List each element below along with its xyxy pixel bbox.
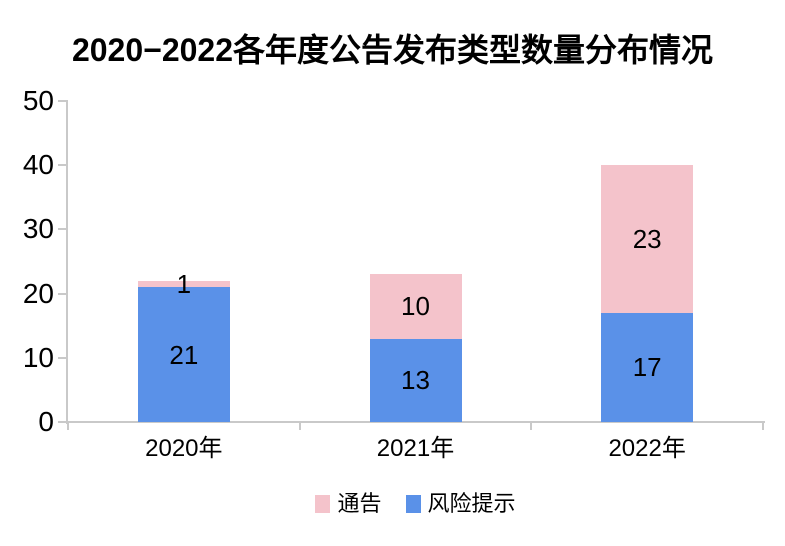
x-tick [762,422,764,430]
bar-value-label: 13 [401,365,430,396]
bar-value-label: 10 [401,291,430,322]
legend-item: 风险提示 [405,491,516,516]
y-tick [58,356,66,359]
x-category-label: 2022年 [608,435,686,462]
legend-label: 风险提示 [427,491,516,516]
x-category-label: 2021年 [376,435,455,462]
y-tick-label: 10 [22,341,54,373]
bar-segment: 23 [601,165,694,313]
bar-value-label: 23 [632,224,662,255]
x-tick [67,422,69,430]
y-tick [58,100,66,102]
bar-value-label: 17 [632,352,662,383]
y-tick-label: 20 [22,277,54,309]
bar-segment: 1 [137,271,230,297]
y-tick [58,421,66,423]
y-tick-label: 30 [22,213,54,245]
legend: 通告 风险提示 [68,488,763,520]
y-axis-line [66,100,68,424]
bar-segment: 17 [601,312,694,422]
x-tick [298,422,301,430]
bar-value-label: 21 [169,339,199,370]
legend-item: 通告 [315,491,382,516]
y-tick [58,164,66,167]
y-tick [58,292,66,295]
bar-segment: 13 [369,338,462,422]
x-axis-line [66,421,765,423]
chart-title: 2020−2022各年度公告发布类型数量分布情况 [71,32,714,68]
legend-swatch [315,495,331,513]
legend-swatch [405,495,421,513]
legend-label: 通告 [337,491,382,516]
y-tick-label: 40 [22,149,54,181]
x-tick [530,422,533,430]
bar-segment: 10 [369,274,462,339]
x-category-label: 2020年 [145,435,223,462]
bar-segment: 21 [137,287,230,422]
bar-value-label: 1 [176,268,192,299]
y-tick-label: 0 [38,406,54,437]
y-tick-label: 50 [22,85,54,116]
y-tick [58,228,66,231]
